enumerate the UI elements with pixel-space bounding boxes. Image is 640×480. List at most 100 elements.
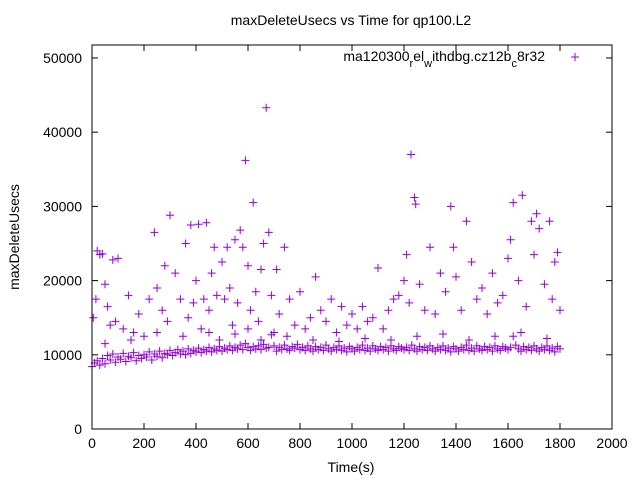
data-point [462, 341, 471, 350]
data-point [223, 243, 232, 252]
data-point [197, 324, 206, 333]
data-point [106, 321, 115, 330]
data-point [101, 359, 109, 368]
data-point [548, 295, 557, 304]
data-point [420, 306, 429, 315]
data-point [545, 217, 554, 226]
data-point [543, 334, 551, 343]
data-point [176, 295, 185, 304]
y-tick-label: 50000 [43, 50, 82, 66]
legend-marker [571, 53, 579, 61]
x-tick-label: 1000 [336, 435, 367, 451]
data-point [540, 280, 549, 289]
data-point [129, 328, 138, 337]
data-point [355, 345, 364, 354]
data-point [459, 345, 468, 354]
data-point [374, 263, 382, 272]
data-point [163, 317, 172, 326]
data-point [457, 306, 466, 315]
data-point [142, 353, 151, 362]
data-point [202, 218, 211, 227]
data-point [441, 287, 450, 296]
data-point [179, 332, 187, 341]
data-point [158, 353, 167, 362]
y-tick-label: 30000 [43, 198, 82, 214]
data-point [327, 295, 336, 304]
data-point [91, 295, 100, 304]
data-point [108, 350, 117, 359]
data-point [316, 306, 325, 315]
data-point [275, 309, 284, 318]
data-point [270, 341, 278, 350]
data-point [257, 345, 265, 354]
x-tick-label: 1400 [440, 435, 471, 451]
data-point [192, 276, 200, 285]
data-point [98, 354, 107, 363]
data-point [472, 295, 481, 304]
data-point [462, 217, 471, 226]
data-point [309, 347, 317, 356]
data-point [171, 269, 180, 278]
data-point [166, 211, 174, 220]
plot-border [91, 44, 613, 430]
data-point [270, 328, 278, 337]
data-point [342, 321, 351, 330]
data-point [332, 328, 341, 337]
data-point [439, 341, 447, 350]
data-point [116, 355, 125, 364]
data-point [518, 191, 527, 200]
data-point [293, 340, 302, 349]
legend-label: ma120300relwithdbg.cz12bc8r32 [343, 48, 545, 70]
data-point [470, 347, 479, 356]
data-point [101, 280, 109, 289]
y-tick-label: 10000 [43, 347, 82, 363]
data-point [215, 335, 224, 344]
data-point [238, 345, 247, 354]
data-point [244, 261, 252, 270]
data-point [225, 284, 234, 293]
data-point [101, 339, 109, 348]
x-tick-label: 1600 [492, 435, 523, 451]
data-point [205, 328, 213, 337]
data-point [264, 343, 273, 352]
data-point [163, 350, 172, 359]
data-point [132, 356, 141, 365]
data-point [153, 284, 161, 293]
data-point [280, 243, 289, 252]
data-point [478, 284, 486, 293]
data-point [368, 313, 377, 322]
data-point [127, 353, 135, 362]
data-point [166, 346, 174, 355]
data-point [129, 348, 138, 357]
data-point [488, 269, 497, 278]
y-tick-label: 0 [74, 421, 82, 437]
data-point [160, 261, 169, 270]
data-point [452, 272, 460, 281]
data-point [498, 291, 507, 300]
data-point [342, 347, 351, 356]
data-point [363, 317, 372, 326]
data-point [241, 156, 250, 165]
data-point [147, 355, 156, 364]
data-point [220, 295, 229, 304]
data-point [194, 220, 203, 229]
plot-marks [88, 103, 564, 371]
x-tick-label: 600 [236, 435, 260, 451]
data-point [535, 224, 544, 233]
data-point [553, 248, 562, 257]
data-point [446, 347, 455, 356]
data-point [155, 347, 164, 356]
data-point [394, 291, 403, 300]
data-point [194, 344, 203, 353]
data-point [436, 269, 445, 278]
data-point [205, 306, 213, 315]
data-point [267, 291, 276, 300]
data-point [384, 306, 393, 315]
y-axis-label: maxDeleteUsecs [6, 184, 22, 290]
data-point [257, 335, 265, 344]
x-tick-label: 400 [184, 435, 208, 451]
data-point [210, 243, 219, 252]
data-point [272, 265, 281, 274]
data-point [411, 200, 420, 209]
